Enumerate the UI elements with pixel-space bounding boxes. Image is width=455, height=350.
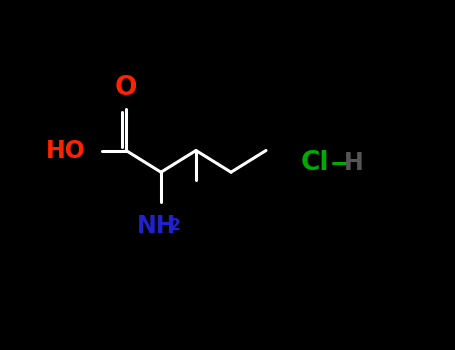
Text: H: H (344, 151, 364, 175)
Text: NH: NH (137, 214, 177, 238)
Text: Cl: Cl (301, 150, 329, 176)
Text: O: O (115, 75, 137, 101)
Text: HO: HO (46, 139, 86, 162)
Text: 2: 2 (170, 218, 180, 233)
